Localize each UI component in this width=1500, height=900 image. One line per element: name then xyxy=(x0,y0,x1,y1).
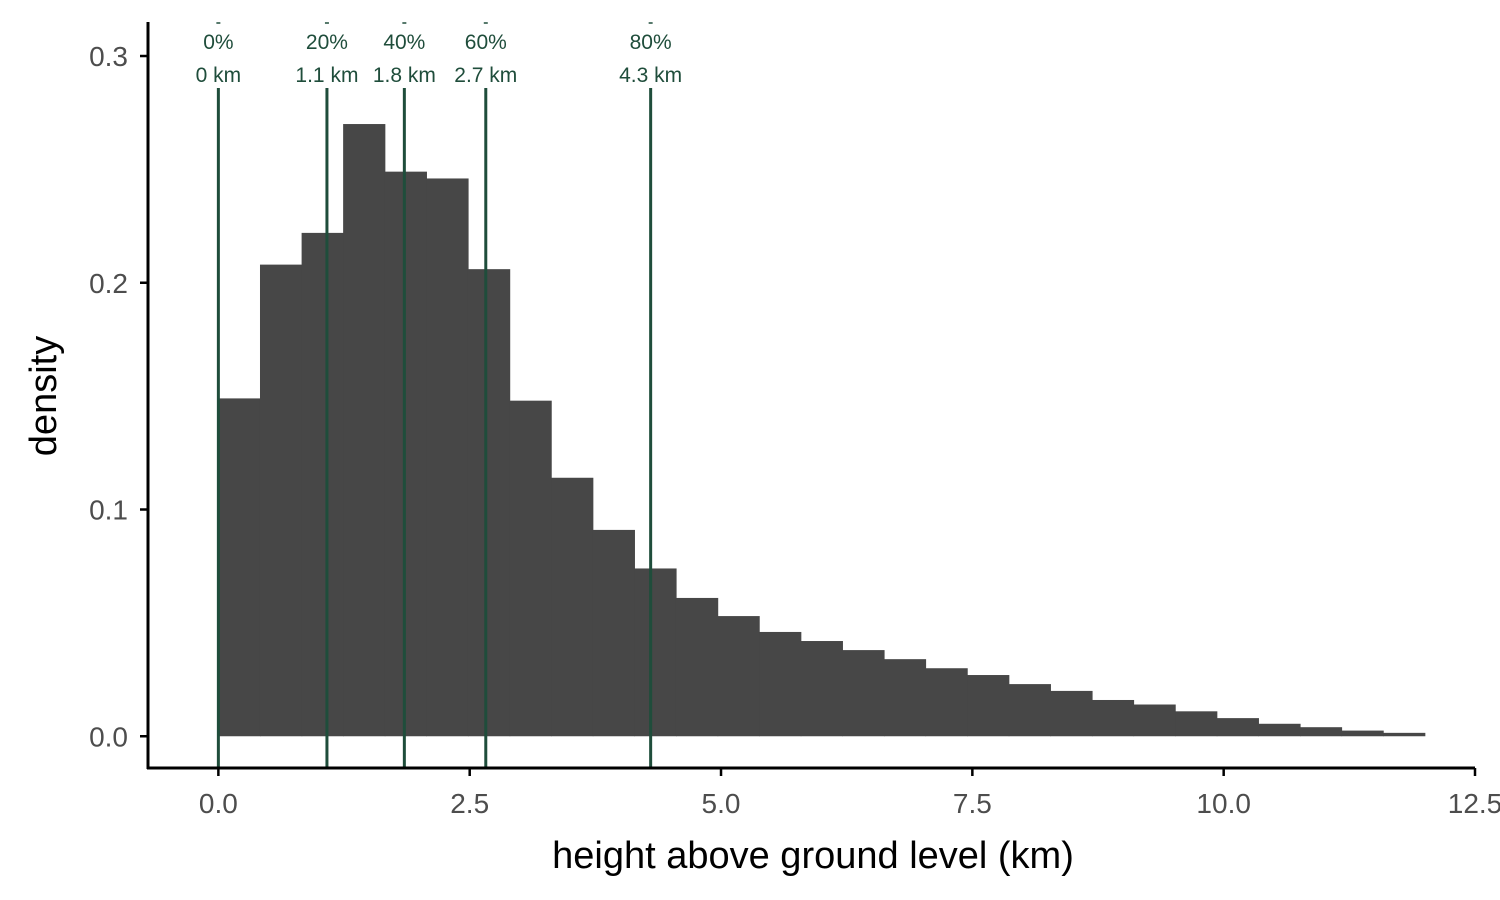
quantile-percent-label-2: 40% xyxy=(383,31,425,54)
y-tick-label-3: 0.3 xyxy=(89,41,128,72)
x-tick-label-1: 2.5 xyxy=(450,788,489,819)
histogram-bar-19 xyxy=(1008,684,1051,737)
histogram-bar-9 xyxy=(592,529,635,737)
quantile-percent-label-0: 0% xyxy=(203,31,233,54)
quantile-percent-label-3: 60% xyxy=(465,31,507,54)
x-axis-title: height above ground level (km) xyxy=(552,835,1074,877)
y-tick-label-2: 0.2 xyxy=(89,268,128,299)
histogram-bar-22 xyxy=(1133,704,1176,737)
histogram-bars xyxy=(218,124,1426,737)
histogram-bar-2 xyxy=(301,232,344,737)
x-tick-label-2: 5.0 xyxy=(702,788,741,819)
x-tick-label-5: 12.5 xyxy=(1448,788,1500,819)
x-tick-label-4: 10.0 xyxy=(1196,788,1251,819)
histogram-bar-13 xyxy=(759,631,802,737)
histogram-bar-12 xyxy=(717,616,760,737)
histogram-bar-23 xyxy=(1175,711,1218,737)
x-tick-label-3: 7.5 xyxy=(953,788,992,819)
quantile-markers: 0% 0 km 20% 1.1 km 40% 1.8 km 60% 2.7 km 80% 4.3 … xyxy=(196,22,682,768)
quantile-value-label-3: 2.7 km xyxy=(454,64,517,87)
axes xyxy=(146,22,1475,770)
axis-ticks: 0.0 2.5 5.0 7.5 10.0 12.5 0.0 0.1 0.2 0.3 xyxy=(89,41,1500,819)
quantile-value-label-2: 1.8 km xyxy=(373,64,436,87)
quantile-value-label-1: 1.1 km xyxy=(295,64,358,87)
histogram-bar-26 xyxy=(1299,727,1343,737)
histogram-bar-24 xyxy=(1216,718,1259,737)
histogram-bar-20 xyxy=(1050,690,1093,737)
histogram-bar-17 xyxy=(925,668,968,737)
histogram-bar-11 xyxy=(675,597,719,737)
quantile-percent-label-1: 20% xyxy=(306,31,348,54)
quantile-value-label-4: 4.3 km xyxy=(619,64,682,87)
histogram-bar-28 xyxy=(1383,732,1426,737)
y-tick-label-1: 0.1 xyxy=(89,495,128,526)
histogram-bar-14 xyxy=(800,641,843,737)
histogram-bar-6 xyxy=(467,269,511,737)
x-tick-label-0: 0.0 xyxy=(199,788,238,819)
histogram-bar-27 xyxy=(1341,730,1384,737)
histogram-bar-16 xyxy=(883,659,927,737)
histogram-bar-21 xyxy=(1091,699,1135,737)
y-axis-title: density xyxy=(23,336,65,456)
quantile-value-label-0: 0 km xyxy=(196,64,242,87)
y-tick-label-0: 0.0 xyxy=(89,721,128,752)
histogram-bar-0 xyxy=(218,398,261,737)
histogram-bar-10 xyxy=(634,568,677,737)
histogram-bar-7 xyxy=(509,400,552,737)
histogram-bar-15 xyxy=(842,650,885,737)
quantile-percent-label-4: 80% xyxy=(630,31,672,54)
histogram-bar-25 xyxy=(1258,723,1301,737)
histogram-bar-18 xyxy=(967,675,1010,737)
histogram-bar-8 xyxy=(551,477,594,737)
histogram-bar-5 xyxy=(426,178,469,737)
histogram-bar-3 xyxy=(343,124,386,737)
histogram-bar-1 xyxy=(259,264,303,737)
histogram-bar-4 xyxy=(384,171,427,737)
